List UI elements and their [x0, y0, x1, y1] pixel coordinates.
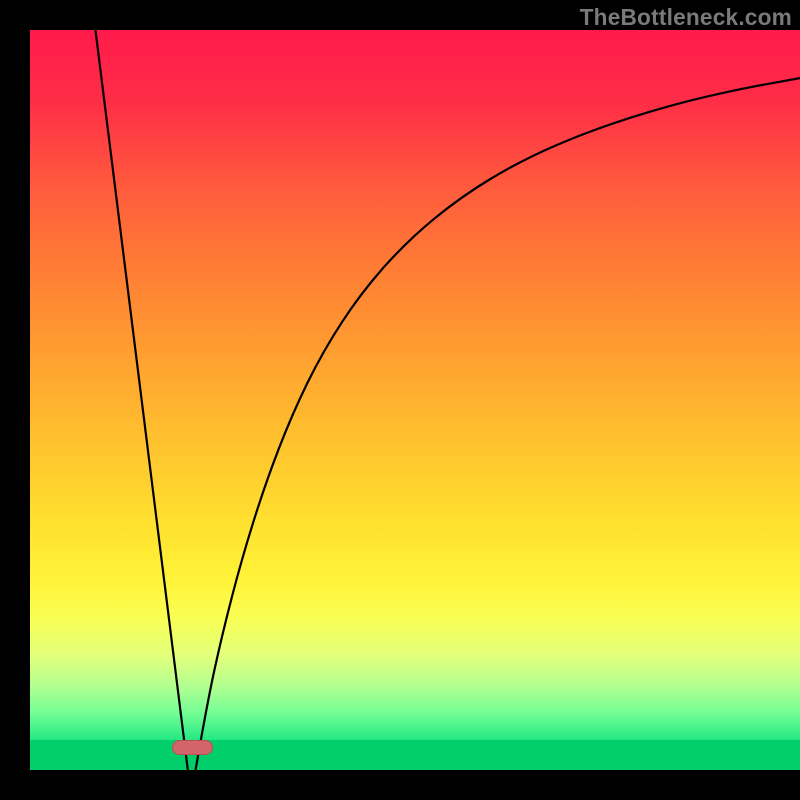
chart-frame: TheBottleneck.com: [0, 0, 800, 800]
watermark-text: TheBottleneck.com: [580, 4, 792, 31]
bottleneck-marker: [172, 740, 213, 755]
right-rising-curve: [196, 78, 800, 770]
curve-layer: [30, 30, 800, 770]
left-descending-line: [95, 30, 187, 770]
plot-area: [30, 30, 800, 770]
